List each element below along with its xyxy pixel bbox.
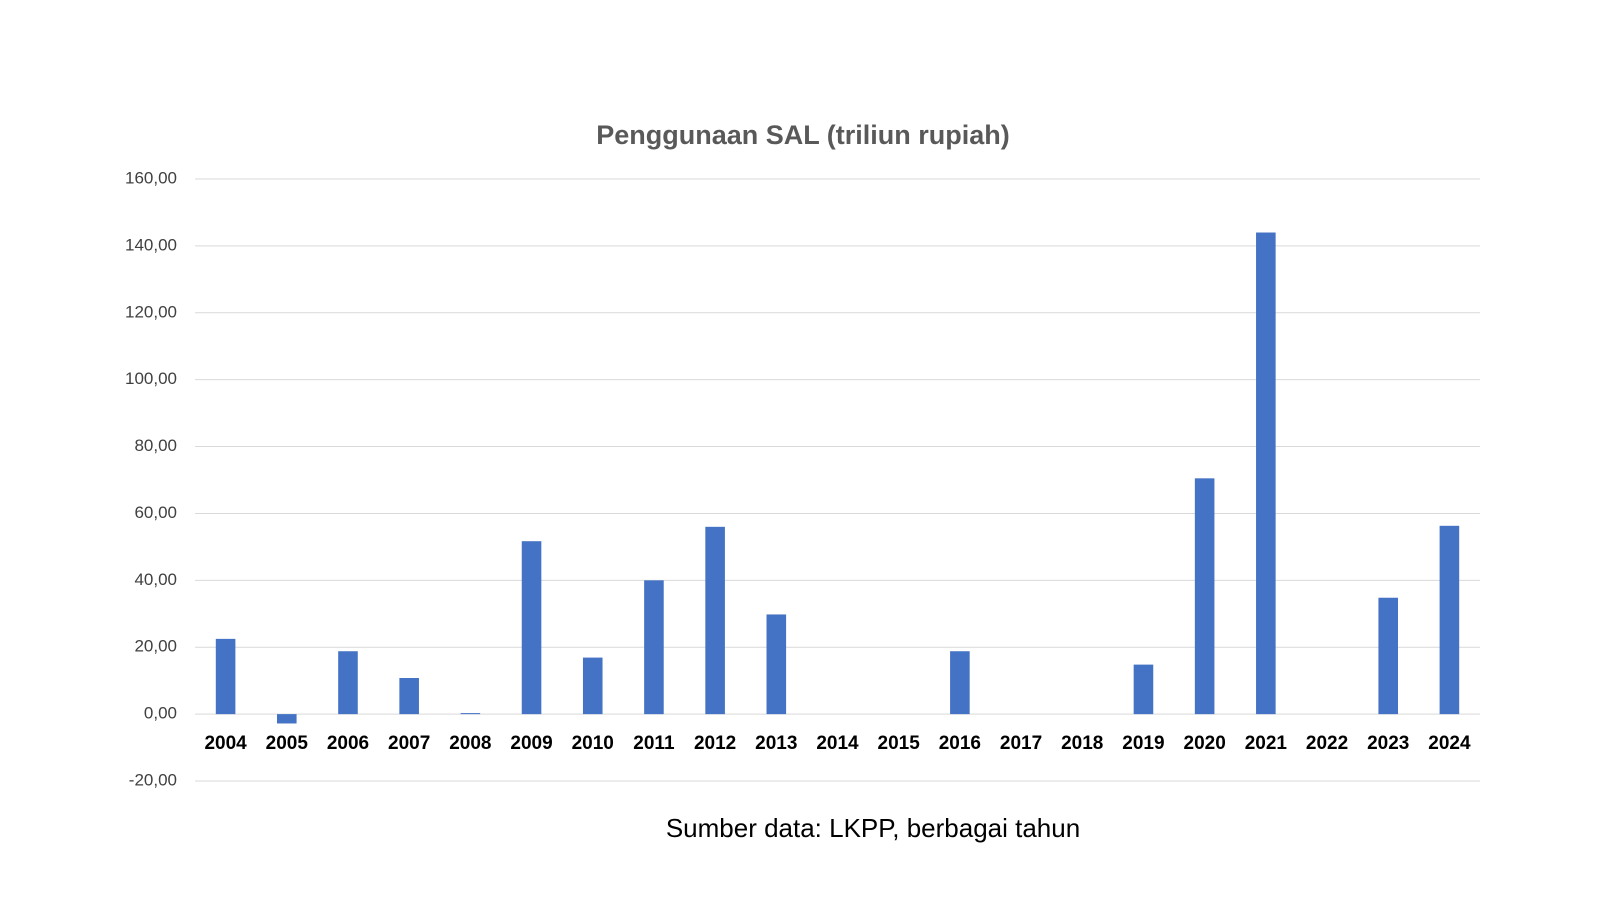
x-tick-label: 2010 xyxy=(572,733,614,754)
x-tick-label: 2018 xyxy=(1061,733,1103,754)
bar xyxy=(399,677,419,715)
bar xyxy=(215,638,236,715)
y-tick-label: 120,00 xyxy=(125,302,177,321)
bar xyxy=(276,714,297,724)
chart-title: Penggunaan SAL (triliun rupiah) xyxy=(596,120,1010,150)
bar xyxy=(1378,597,1399,715)
bar xyxy=(644,580,664,715)
y-tick-label: 40,00 xyxy=(134,570,177,589)
x-tick-label: 2007 xyxy=(388,733,430,754)
x-tick-label: 2016 xyxy=(939,733,981,754)
bar xyxy=(521,541,542,715)
bar xyxy=(705,526,725,715)
bar xyxy=(460,713,481,715)
x-tick-label: 2020 xyxy=(1184,733,1226,754)
x-tick-label: 2012 xyxy=(694,733,736,754)
x-tick-label: 2013 xyxy=(755,733,797,754)
x-tick-label: 2009 xyxy=(510,733,552,754)
y-tick-label: 0,00 xyxy=(144,704,177,723)
x-tick-label: 2011 xyxy=(633,733,675,754)
x-tick-label: 2017 xyxy=(1000,733,1042,754)
bar xyxy=(1256,232,1276,715)
x-tick-label: 2015 xyxy=(878,733,921,754)
x-tick-label: 2022 xyxy=(1306,733,1348,754)
bar xyxy=(1439,525,1460,715)
x-tick-label: 2004 xyxy=(204,733,247,754)
x-tick-label: 2021 xyxy=(1245,733,1288,754)
source-note: Sumber data: LKPP, berbagai tahun xyxy=(666,813,1080,843)
x-tick-label: 2005 xyxy=(266,733,309,754)
bar xyxy=(950,651,970,715)
bar xyxy=(766,614,787,715)
bar xyxy=(1194,478,1215,715)
y-tick-label: -20,00 xyxy=(129,770,177,789)
y-tick-label: 140,00 xyxy=(125,235,177,254)
y-tick-label: 100,00 xyxy=(125,369,177,388)
x-tick-label: 2019 xyxy=(1122,733,1164,754)
x-tick-label: 2006 xyxy=(327,733,369,754)
x-tick-label: 2023 xyxy=(1367,733,1409,754)
x-tick-label: 2014 xyxy=(816,733,859,754)
bar xyxy=(338,651,358,715)
y-tick-label: 80,00 xyxy=(134,436,177,455)
y-tick-label: 60,00 xyxy=(134,503,177,522)
bar xyxy=(582,657,603,715)
x-tick-label: 2024 xyxy=(1428,733,1471,754)
y-tick-label: 20,00 xyxy=(134,637,177,656)
bar xyxy=(1133,664,1154,715)
x-tick-label: 2008 xyxy=(449,733,491,754)
y-tick-label: 160,00 xyxy=(125,168,177,187)
